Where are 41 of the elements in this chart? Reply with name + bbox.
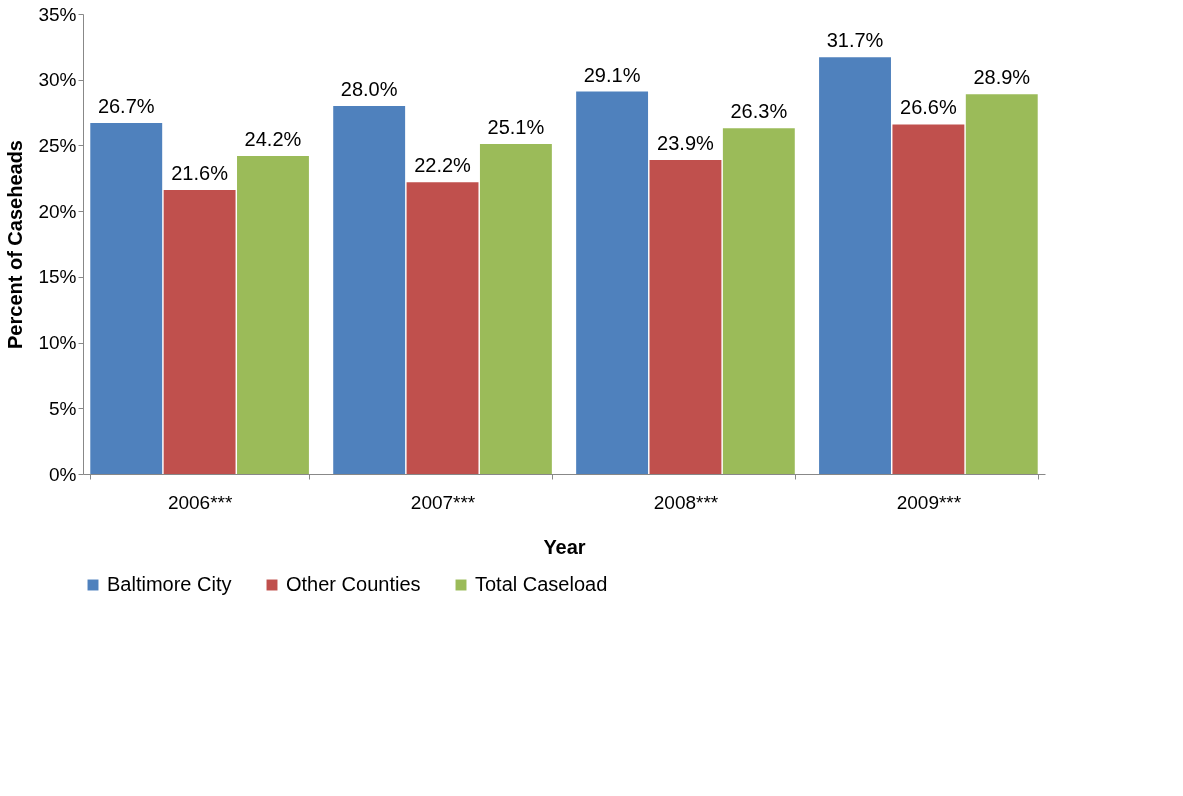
- x-axis-title: Year: [543, 535, 586, 558]
- bar: [90, 123, 163, 474]
- data-label: 26.3%: [730, 100, 788, 123]
- x-tick-label: 2006***: [167, 491, 233, 513]
- data-label: 29.1%: [583, 63, 641, 86]
- bar: [479, 144, 552, 474]
- data-label: 21.6%: [171, 162, 229, 185]
- y-tick-label: 25%: [38, 134, 77, 156]
- x-tick-label: 2009***: [896, 491, 962, 513]
- y-axis-title: Percent of Caseheads: [4, 140, 27, 349]
- data-label: 31.7%: [826, 29, 884, 52]
- bar: [163, 190, 236, 474]
- y-tick-label: 15%: [38, 266, 77, 288]
- data-label: 24.2%: [244, 127, 302, 150]
- data-label: 25.1%: [487, 116, 545, 139]
- data-label: 23.9%: [657, 131, 715, 154]
- data-label: 26.6%: [900, 96, 957, 119]
- y-tick-label: 30%: [38, 69, 77, 91]
- y-tick-label: 35%: [38, 3, 77, 25]
- y-tick-label: 20%: [38, 200, 77, 222]
- bar: [722, 128, 795, 474]
- x-tick-label: 2008***: [653, 491, 719, 513]
- bar: [406, 182, 479, 474]
- bar: [965, 94, 1038, 474]
- bar: [333, 106, 406, 474]
- legend-label: Baltimore City: [107, 573, 232, 595]
- bar: [237, 155, 309, 474]
- data-label: 28.0%: [340, 78, 398, 100]
- data-label: 28.9%: [973, 66, 1031, 89]
- bar: [649, 159, 722, 474]
- data-label: 22.2%: [414, 154, 472, 177]
- legend-label: Total Caseload: [475, 573, 608, 595]
- bar: [819, 57, 891, 474]
- x-tick-label: 2007***: [410, 491, 476, 513]
- bar: [892, 124, 965, 474]
- legend-label: Other Counties: [286, 573, 421, 595]
- y-tick-label: 5%: [49, 397, 77, 419]
- bar: [576, 91, 649, 474]
- y-tick-label: 0%: [49, 463, 77, 485]
- y-tick-label: 10%: [38, 332, 77, 354]
- data-label: 26.7%: [97, 95, 155, 118]
